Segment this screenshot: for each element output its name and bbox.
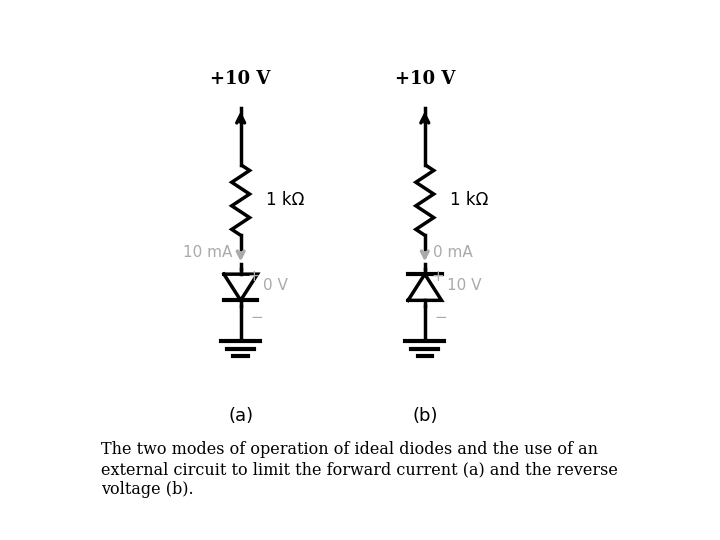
Text: +: + bbox=[431, 269, 444, 285]
Text: 10 V: 10 V bbox=[447, 278, 482, 293]
Text: 0 mA: 0 mA bbox=[433, 246, 473, 260]
Text: voltage (b).: voltage (b). bbox=[101, 481, 194, 498]
Text: (a): (a) bbox=[228, 407, 253, 425]
Text: +10 V: +10 V bbox=[210, 70, 271, 87]
Text: The two modes of operation of ideal diodes and the use of an: The two modes of operation of ideal diod… bbox=[101, 441, 598, 458]
Text: +10 V: +10 V bbox=[395, 70, 455, 87]
Text: −: − bbox=[251, 310, 264, 325]
Text: 10 mA: 10 mA bbox=[183, 246, 233, 260]
Text: 1 kΩ: 1 kΩ bbox=[266, 191, 304, 209]
Text: −: − bbox=[435, 310, 448, 325]
Text: (b): (b) bbox=[412, 407, 438, 425]
Text: external circuit to limit the forward current (a) and the reverse: external circuit to limit the forward cu… bbox=[101, 461, 618, 478]
Text: 1 kΩ: 1 kΩ bbox=[450, 191, 488, 209]
Text: 0 V: 0 V bbox=[263, 278, 288, 293]
Text: +: + bbox=[248, 269, 260, 285]
